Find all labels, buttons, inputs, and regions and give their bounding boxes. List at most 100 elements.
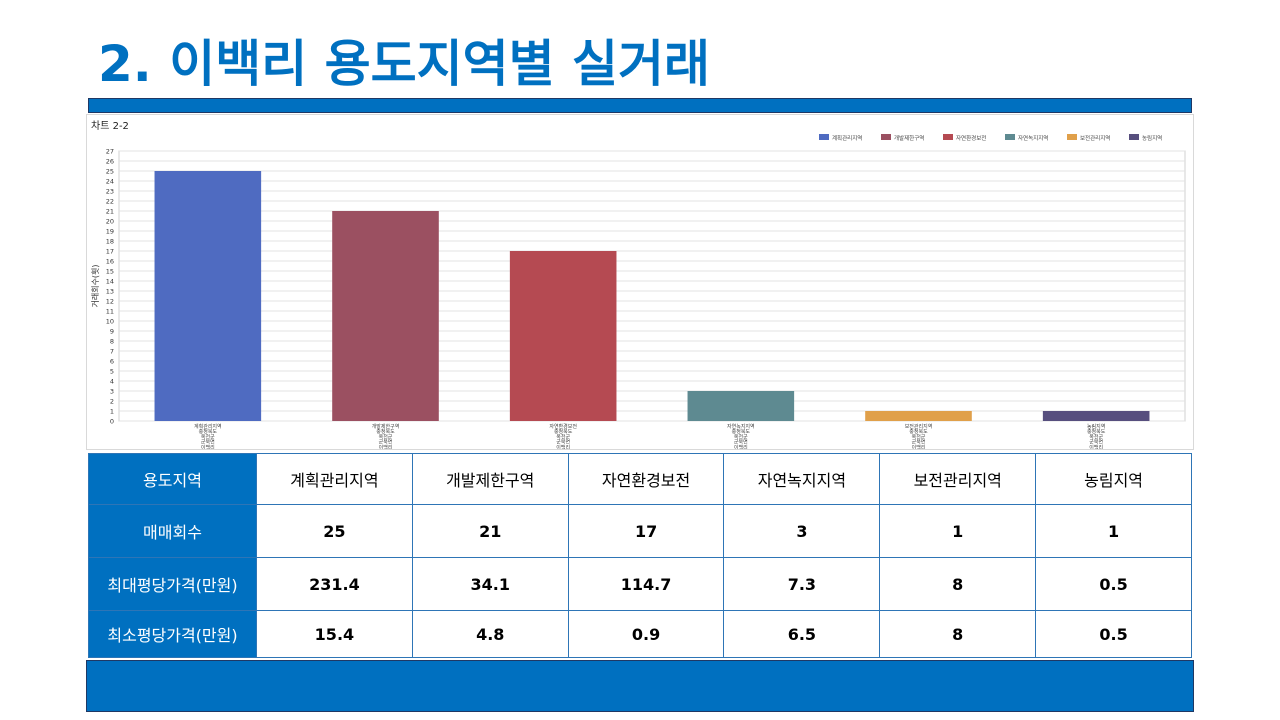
table-cell: 21 (411, 504, 569, 558)
y-tick-label: 3 (110, 388, 114, 396)
x-tick-label: 계획관리지역 (194, 423, 222, 430)
legend-label: 농림지역 (1142, 134, 1162, 142)
chart-caption: 차트 2-2 (91, 121, 129, 132)
y-tick-label: 10 (106, 318, 114, 326)
title-underline-bar (88, 98, 1192, 113)
y-tick-label: 20 (106, 218, 114, 226)
x-tick-label: 옥천군 (912, 433, 926, 440)
table-cell: 231.4 (256, 557, 413, 611)
y-tick-label: 24 (106, 178, 114, 186)
table-row: 용도지역 계획관리지역 개발제한구역 자연환경보전 자연녹지지역 보전관리지역 … (88, 453, 1192, 505)
legend-label: 계획관리지역 (832, 134, 862, 142)
x-tick-label: 옥천군 (1089, 433, 1103, 440)
legend-label: 자연녹지지역 (1018, 134, 1048, 142)
x-tick-label: 충청북도 (376, 428, 395, 435)
legend-label: 보전관리지역 (1080, 134, 1110, 142)
y-tick-label: 13 (106, 288, 114, 296)
x-tick-label: 자연녹지지역 (727, 423, 755, 430)
y-tick-label: 16 (106, 258, 114, 266)
table-cell: 25 (256, 504, 413, 558)
table-cell: 7.3 (723, 557, 881, 611)
table-cell: 34.1 (411, 557, 569, 611)
y-tick-label: 18 (106, 238, 114, 246)
x-tick-label: 군북면 (912, 439, 926, 446)
table-cell: 0.9 (567, 610, 725, 658)
y-tick-label: 17 (106, 248, 114, 256)
table-row: 최소평당가격(만원) 15.4 4.8 0.9 6.5 8 0.5 (88, 610, 1192, 658)
row-header: 용도지역 (88, 453, 257, 505)
bar (1042, 411, 1150, 421)
table-row: 매매회수 25 21 17 3 1 1 (88, 504, 1192, 558)
table-cell: 자연환경보전 (567, 453, 725, 505)
table-row: 최대평당가격(만원) 231.4 34.1 114.7 7.3 8 0.5 (88, 557, 1192, 611)
chart-panel: 0 1 2 3 4 5 6 7 8 9 10 11 12 13 14 15 16 17 18 19 20 21 22 23 24… (86, 114, 1194, 450)
table-cell: 자연녹지지역 (723, 453, 881, 505)
x-tick-label: 개발제한구역 (372, 423, 400, 430)
x-tick-label: 충청북도 (732, 428, 751, 435)
y-tick-label: 8 (110, 338, 114, 346)
table-cell: 114.7 (567, 557, 725, 611)
table-cell: 농림지역 (1035, 453, 1192, 505)
legend-swatch (1005, 134, 1015, 140)
x-tick-label: 자연환경보전 (549, 423, 577, 430)
table-cell: 1 (879, 504, 1037, 558)
x-tick-label: 이백리 (1089, 444, 1103, 449)
x-tick-label: 군북면 (556, 439, 570, 446)
y-tick-label: 11 (106, 308, 114, 316)
x-tick-label: 군북면 (1089, 439, 1103, 446)
table-cell: 1 (1035, 504, 1192, 558)
y-tick-label: 25 (106, 168, 114, 176)
legend-swatch (943, 134, 953, 140)
table-cell: 개발제한구역 (411, 453, 569, 505)
y-axis-label: 거래회수(횟) (90, 264, 100, 307)
table-cell: 0.5 (1035, 557, 1192, 611)
y-tick-label: 22 (106, 198, 114, 206)
legend-swatch (881, 134, 891, 140)
table-cell: 6.5 (723, 610, 881, 658)
table-cell: 계획관리지역 (256, 453, 413, 505)
x-tick-label: 충청북도 (199, 428, 218, 435)
y-tick-label: 5 (110, 368, 114, 376)
table-cell: 17 (567, 504, 725, 558)
y-tick-label: 23 (106, 188, 114, 196)
x-tick-label: 충청북도 (909, 428, 928, 435)
table-cell: 보전관리지역 (879, 453, 1037, 505)
x-tick-label: 충청북도 (1087, 428, 1106, 435)
x-tick-label: 농림지역 (1087, 423, 1105, 430)
bar-chart: 0123456789101112131415161718192021222324… (90, 134, 1186, 449)
x-tick-label: 이백리 (379, 444, 393, 449)
x-tick-label: 보전관리지역 (905, 423, 933, 430)
y-tick-label: 6 (110, 358, 114, 366)
y-tick-label: 26 (106, 158, 114, 166)
bar (865, 411, 972, 421)
x-tick-label: 충청북도 (554, 428, 573, 435)
y-tick-label: 21 (106, 208, 114, 216)
legend-label: 자연환경보전 (956, 134, 986, 142)
slide-title: 2. 이백리 용도지역별 실거래 (98, 35, 711, 93)
y-tick-label: 2 (110, 398, 114, 406)
footer-bar (86, 660, 1194, 712)
y-tick-label: 15 (106, 268, 114, 276)
legend-label: 개발제한구역 (894, 134, 924, 142)
table-cell: 3 (723, 504, 881, 558)
y-tick-label: 4 (110, 378, 114, 386)
legend-swatch (819, 134, 829, 140)
y-tick-label: 27 (106, 148, 114, 156)
table-cell: 8 (879, 557, 1037, 611)
row-header: 최소평당가격(만원) (88, 610, 257, 658)
y-tick-label: 19 (106, 228, 114, 236)
plot-area (118, 150, 1186, 422)
x-tick-label: 옥천군 (556, 433, 570, 440)
bar (154, 171, 262, 421)
row-header: 매매회수 (88, 504, 257, 558)
bar (332, 211, 439, 421)
table-cell: 8 (879, 610, 1037, 658)
y-tick-label: 0 (110, 418, 114, 426)
x-tick-label: 이백리 (201, 444, 215, 449)
data-table: 용도지역 계획관리지역 개발제한구역 자연환경보전 자연녹지지역 보전관리지역 … (88, 453, 1192, 658)
x-tick-label: 군북면 (379, 439, 393, 446)
x-tick-label: 군북면 (201, 439, 215, 446)
y-tick-label: 12 (106, 298, 114, 306)
table-cell: 4.8 (411, 610, 569, 658)
bar (687, 391, 795, 421)
